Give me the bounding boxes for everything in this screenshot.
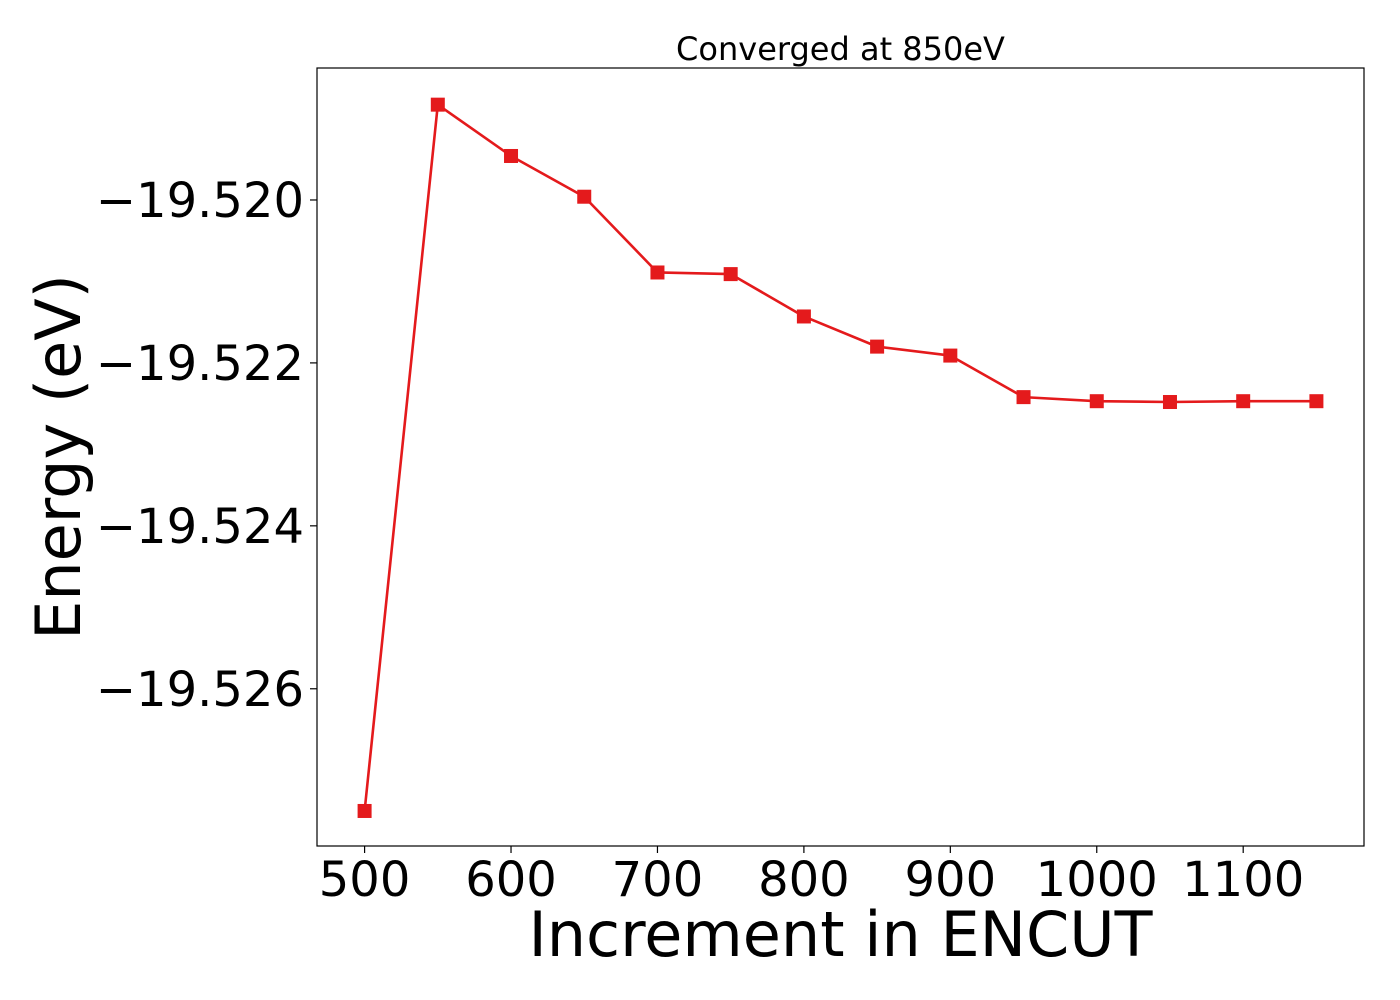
chart-title: Converged at 850eV bbox=[676, 30, 1005, 68]
y-tick-label: −19.520 bbox=[96, 173, 304, 229]
data-point bbox=[796, 309, 811, 324]
x-tick-label: 1000 bbox=[1036, 852, 1158, 908]
plot-area-frame bbox=[316, 67, 1365, 847]
data-point bbox=[650, 265, 665, 280]
y-axis-label: Energy (eV) bbox=[22, 274, 95, 640]
series-layer bbox=[357, 97, 1324, 818]
y-tick-label: −19.524 bbox=[96, 499, 304, 555]
x-tick-label: 500 bbox=[319, 852, 411, 908]
axes-ticks: 500 600 700 800 900 1000 1100 −19.520 −19.522 −19… bbox=[96, 173, 1304, 908]
x-tick-label: 700 bbox=[612, 852, 704, 908]
y-tick-label: −19.526 bbox=[96, 662, 304, 718]
series-line bbox=[363, 103, 1317, 812]
data-point bbox=[943, 348, 958, 363]
data-point bbox=[870, 339, 885, 354]
data-point bbox=[1309, 394, 1324, 409]
data-point bbox=[1162, 395, 1177, 410]
x-axis-label: Increment in ENCUT bbox=[528, 898, 1153, 971]
x-tick-label: 900 bbox=[905, 852, 997, 908]
data-point bbox=[430, 97, 445, 112]
data-point bbox=[1016, 390, 1031, 405]
y-tick-label: −19.522 bbox=[96, 336, 304, 392]
x-tick-label: 1100 bbox=[1182, 852, 1304, 908]
data-point bbox=[357, 803, 372, 818]
data-point bbox=[1236, 394, 1251, 409]
data-point bbox=[723, 267, 738, 282]
data-point bbox=[577, 189, 592, 204]
x-tick-label: 800 bbox=[758, 852, 850, 908]
data-point bbox=[1089, 394, 1104, 409]
x-tick-label: 600 bbox=[465, 852, 557, 908]
data-point bbox=[504, 148, 519, 163]
